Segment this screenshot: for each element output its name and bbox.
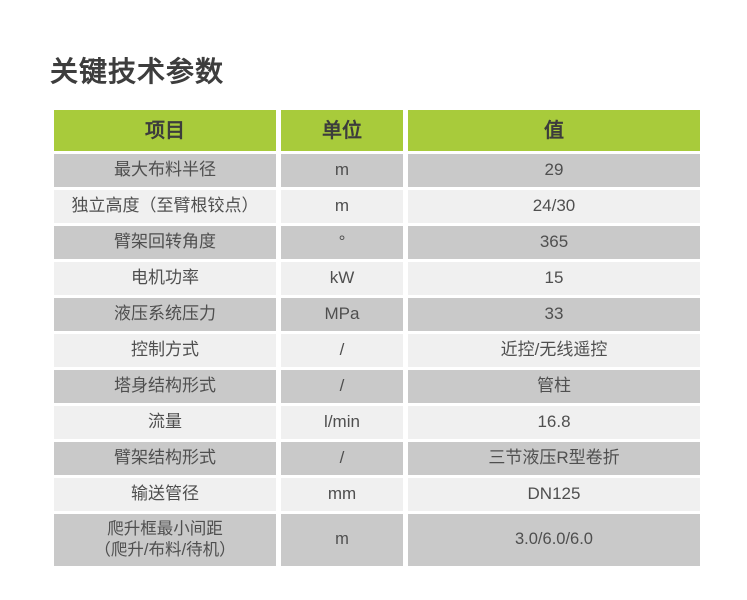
value-cell: 365	[408, 226, 700, 259]
value-cell: 近控/无线遥控	[408, 334, 700, 367]
unit-cell: °	[281, 226, 403, 259]
value-cell: 三节液压R型卷折	[408, 442, 700, 475]
value-cell: 3.0/6.0/6.0	[408, 514, 700, 566]
value-cell: DN125	[408, 478, 700, 511]
header-value: 值	[408, 110, 700, 151]
page-title: 关键技术参数	[50, 56, 225, 87]
spec-table: 项目 单位 值 最大布料半径 m 29 独立高度（至臂根铰点） m 24/30 …	[54, 110, 700, 566]
header-unit: 单位	[281, 110, 403, 151]
value-cell: 29	[408, 154, 700, 187]
item-cell: 最大布料半径	[54, 154, 276, 187]
item-cell: 臂架结构形式	[54, 442, 276, 475]
value-cell: 33	[408, 298, 700, 331]
unit-cell: /	[281, 442, 403, 475]
value-cell: 16.8	[408, 406, 700, 439]
unit-cell: m	[281, 190, 403, 223]
item-cell: 控制方式	[54, 334, 276, 367]
item-cell: 输送管径	[54, 478, 276, 511]
item-cell: 电机功率	[54, 262, 276, 295]
header-item: 项目	[54, 110, 276, 151]
value-cell: 15	[408, 262, 700, 295]
unit-cell: /	[281, 334, 403, 367]
item-cell: 独立高度（至臂根铰点）	[54, 190, 276, 223]
unit-cell: m	[281, 514, 403, 566]
item-cell: 爬升框最小间距 （爬升/布料/待机）	[54, 514, 276, 566]
item-cell: 流量	[54, 406, 276, 439]
value-cell: 24/30	[408, 190, 700, 223]
unit-cell: kW	[281, 262, 403, 295]
unit-cell: l/min	[281, 406, 403, 439]
item-cell: 臂架回转角度	[54, 226, 276, 259]
unit-cell: mm	[281, 478, 403, 511]
unit-cell: m	[281, 154, 403, 187]
unit-cell: /	[281, 370, 403, 403]
item-cell: 塔身结构形式	[54, 370, 276, 403]
unit-cell: MPa	[281, 298, 403, 331]
item-cell: 液压系统压力	[54, 298, 276, 331]
value-cell: 管柱	[408, 370, 700, 403]
